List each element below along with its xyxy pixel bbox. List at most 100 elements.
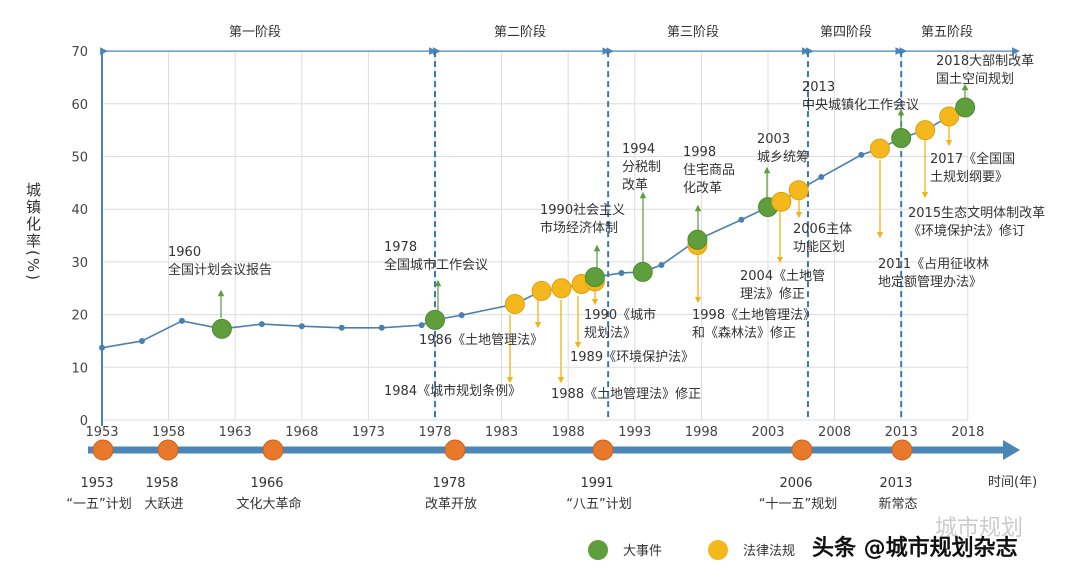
annotation-text: 中央城镇化工作会议 bbox=[802, 98, 919, 113]
annotation-text: 住宅商品 bbox=[683, 163, 735, 178]
law-marker bbox=[939, 106, 960, 127]
law-marker bbox=[504, 294, 525, 315]
x-tick-label: 1968 bbox=[285, 425, 318, 440]
annotation-text: 城乡统筹 bbox=[757, 149, 809, 165]
event-legend-swatch bbox=[588, 540, 608, 560]
data-point bbox=[338, 324, 345, 331]
milestone-label: 大跃进 bbox=[144, 497, 183, 512]
milestone-marker bbox=[92, 439, 114, 461]
x-tick-label: 2008 bbox=[818, 425, 851, 440]
data-point bbox=[138, 337, 145, 344]
annotation-text: 1978 bbox=[384, 240, 417, 255]
history-timeline: 1953 “一五”计划 1958 大跃进 1966 文化大革命 1978 改革开放 1991 “八… bbox=[66, 439, 1020, 512]
annotation-text: 《环境保护法》修订 bbox=[908, 224, 1025, 239]
annotation-text: 全国计划会议报告 bbox=[168, 262, 272, 278]
data-point bbox=[858, 151, 865, 158]
annotation-text: 分税制 bbox=[622, 160, 661, 175]
annotation-text: 地定额管理办法》 bbox=[878, 275, 982, 290]
annotation-text: 2018大部制改革 bbox=[936, 54, 1034, 69]
milestone-year: 1966 bbox=[250, 476, 283, 491]
data-point bbox=[458, 312, 465, 319]
annotation-text: 国土空间规划 bbox=[936, 72, 1014, 87]
annotation-text: 2015生态文明体制改革 bbox=[908, 206, 1045, 221]
milestone-label: 新常态 bbox=[878, 496, 917, 512]
milestone-label: “十一五”规划 bbox=[759, 497, 837, 512]
annotation-text: 1989《环境保护法》 bbox=[570, 350, 694, 365]
milestone-year: 1991 bbox=[580, 476, 613, 491]
annotation-text: 理法》修正 bbox=[740, 287, 805, 302]
data-point bbox=[818, 174, 825, 181]
annotation-text: 1986《土地管理法》 bbox=[419, 333, 543, 348]
y-tick-label: 30 bbox=[71, 256, 88, 271]
y-tick-label: 60 bbox=[71, 98, 88, 113]
annotation-text: 和《森林法》修正 bbox=[692, 326, 796, 341]
law-marker bbox=[551, 278, 572, 299]
x-tick-label: 1953 bbox=[85, 425, 118, 440]
annotation-text: 1994 bbox=[622, 142, 655, 157]
watermark: 头条 @城市规划杂志 bbox=[812, 535, 1018, 561]
law-marker bbox=[788, 180, 809, 201]
milestone-year: 2006 bbox=[779, 476, 812, 491]
phase-label: 第四阶段 bbox=[820, 25, 872, 40]
x-tick-label: 2013 bbox=[885, 425, 918, 440]
milestone-marker bbox=[262, 439, 284, 461]
law-marker bbox=[915, 120, 936, 141]
annotations: 1960 全国计划会议报告 1978 全国城市工作会议 1986《土地管理法》 1984《… bbox=[168, 54, 1045, 402]
data-point bbox=[418, 322, 425, 329]
milestone-label: “一五”计划 bbox=[66, 497, 131, 512]
data-point bbox=[738, 216, 745, 223]
x-tick-label: 1988 bbox=[552, 425, 585, 440]
annotation-text: 市场经济体制 bbox=[540, 220, 618, 236]
phase-bands: 第一阶段 第二阶段 第三阶段 第四阶段 第五阶段 bbox=[100, 25, 1020, 420]
event-marker bbox=[955, 97, 976, 118]
event-marker bbox=[425, 309, 445, 330]
x-tick-label: 2018 bbox=[951, 425, 984, 440]
milestone-label: “八五”计划 bbox=[566, 497, 631, 512]
milestone-marker bbox=[891, 439, 913, 461]
event-marker bbox=[211, 318, 232, 339]
y-tick-label: 40 bbox=[71, 203, 88, 218]
x-tick-label: 2003 bbox=[751, 425, 784, 440]
annotation-text: 2011《占用征收林 bbox=[878, 257, 989, 272]
milestone-marker bbox=[444, 439, 466, 461]
milestone-year: 1978 bbox=[432, 476, 465, 491]
phase-label: 第三阶段 bbox=[667, 25, 719, 40]
phase-label: 第二阶段 bbox=[494, 25, 546, 40]
event-markers bbox=[211, 97, 976, 339]
milestone-year: 1953 bbox=[80, 476, 113, 491]
annotation-text: 2013 bbox=[802, 80, 835, 95]
x-tick-label: 1983 bbox=[485, 425, 518, 440]
x-tick-label: 1963 bbox=[219, 425, 252, 440]
annotation-text: 1984《城市规划条例》 bbox=[384, 383, 521, 399]
event-marker bbox=[687, 229, 708, 250]
data-point bbox=[258, 321, 265, 328]
annotation-text: 2017《全国国 bbox=[930, 151, 1015, 167]
milestone-marker bbox=[791, 439, 813, 461]
annotation-text: 2006主体 bbox=[793, 222, 852, 237]
annotation-text: 功能区划 bbox=[793, 240, 845, 255]
annotation-text: 规划法》 bbox=[584, 326, 636, 341]
data-point bbox=[178, 317, 185, 324]
event-marker bbox=[891, 128, 912, 149]
y-tick-label: 20 bbox=[71, 309, 88, 324]
annotation-text: 1960 bbox=[168, 245, 201, 260]
y-tick-label: 50 bbox=[71, 151, 88, 166]
phase-label: 第一阶段 bbox=[229, 25, 281, 40]
data-point bbox=[378, 324, 385, 331]
x-tick-label: 1958 bbox=[152, 425, 185, 440]
event-marker bbox=[632, 261, 653, 282]
timeline-arrowhead bbox=[1003, 440, 1020, 460]
legend-label: 法律法规 bbox=[743, 544, 795, 559]
annotation-text: 土规划纲要》 bbox=[930, 170, 1008, 185]
data-point bbox=[618, 269, 625, 276]
legend-label: 大事件 bbox=[623, 544, 662, 559]
milestone-year: 1958 bbox=[145, 476, 178, 491]
event-marker bbox=[584, 267, 605, 288]
annotation-text: 1990《城市 bbox=[584, 307, 656, 323]
annotation-text: 2003 bbox=[757, 132, 790, 147]
x-tick-label: 1978 bbox=[418, 425, 451, 440]
x-tick-label: 1998 bbox=[685, 425, 718, 440]
data-point bbox=[298, 323, 305, 330]
annotation-text: 化改革 bbox=[683, 181, 722, 196]
